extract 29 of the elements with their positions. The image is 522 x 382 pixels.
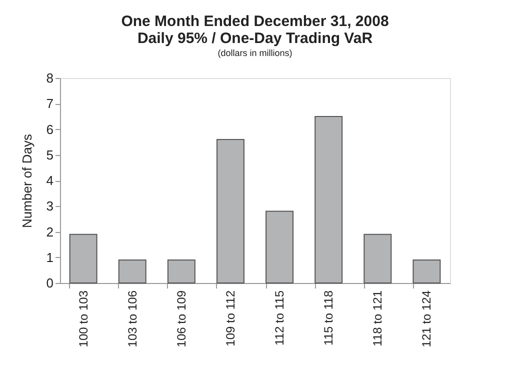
text: Daily 95% / One-Day Trading VaR — [137, 30, 373, 47]
y-axis-title: Number of Days — [19, 134, 34, 228]
y-tick-label: 8 — [46, 70, 54, 86]
y-tick-label: 0 — [46, 276, 54, 290]
bar — [364, 234, 392, 284]
y-tick-label: 3 — [46, 198, 54, 214]
y-tick-label: 7 — [46, 96, 54, 112]
y-tick-label: 4 — [46, 173, 54, 188]
y-tick-label: 2 — [46, 224, 54, 240]
y-tick-label: 5 — [46, 147, 54, 162]
y-tick-label: 1 — [46, 250, 54, 265]
bar — [69, 234, 98, 284]
bar — [167, 259, 196, 284]
chart-subtitle: (dollars in millions) — [218, 48, 292, 58]
x-tick-label: 118 to 121 — [370, 290, 385, 346]
y-tick-label: 6 — [46, 122, 54, 137]
bar — [266, 210, 294, 284]
bar — [314, 116, 343, 284]
x-tick-label: 112 to 115 — [272, 290, 287, 346]
x-tick-label: 106 to 109 — [174, 290, 188, 348]
x-tick-label: 103 to 106 — [125, 290, 140, 348]
x-tick-label: 115 to 118 — [322, 290, 336, 346]
text: One Month Ended December 31, 2008 — [121, 13, 389, 30]
x-tick-label: 121 to 124 — [420, 290, 434, 348]
x-tick-label: 100 to 103 — [76, 290, 90, 348]
bar — [412, 259, 441, 284]
x-tick-label: 109 to 112 — [223, 290, 238, 346]
bar — [118, 259, 146, 284]
bar — [216, 139, 244, 284]
